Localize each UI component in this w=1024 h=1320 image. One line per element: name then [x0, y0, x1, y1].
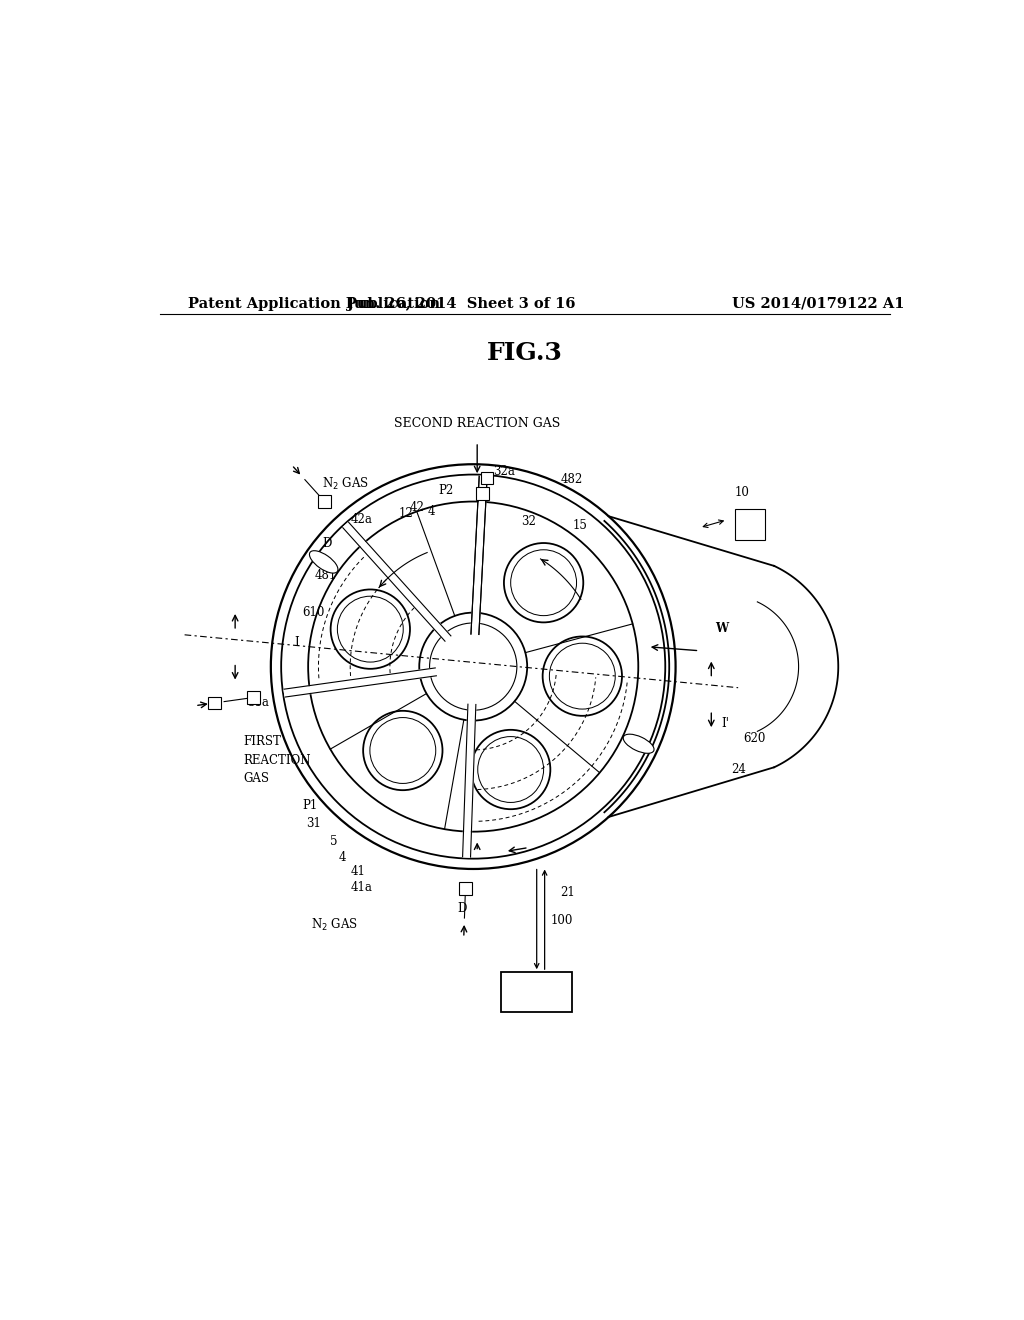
- Bar: [459, 882, 472, 895]
- Text: 610: 610: [303, 606, 325, 619]
- Bar: [208, 697, 221, 709]
- Text: 42: 42: [410, 502, 425, 515]
- Bar: [318, 495, 331, 508]
- Text: 4: 4: [338, 850, 346, 863]
- Text: 620: 620: [743, 731, 765, 744]
- Polygon shape: [284, 685, 310, 697]
- Text: 5: 5: [331, 834, 338, 847]
- Text: 481: 481: [314, 569, 337, 582]
- Ellipse shape: [624, 734, 654, 754]
- Text: FIG.3: FIG.3: [486, 341, 563, 366]
- Text: 41a: 41a: [350, 880, 372, 894]
- Text: N$_2$ GAS: N$_2$ GAS: [323, 477, 370, 492]
- Text: D: D: [323, 537, 332, 550]
- Bar: [476, 487, 488, 500]
- Polygon shape: [471, 502, 485, 635]
- Polygon shape: [343, 523, 366, 546]
- Text: P2: P2: [438, 484, 454, 496]
- Text: 31: 31: [306, 817, 322, 830]
- Text: 21: 21: [560, 886, 575, 899]
- Text: 32: 32: [521, 515, 536, 528]
- Text: 12: 12: [399, 507, 414, 520]
- Bar: [247, 692, 259, 704]
- Text: Jun. 26, 2014  Sheet 3 of 16: Jun. 26, 2014 Sheet 3 of 16: [347, 297, 575, 312]
- Polygon shape: [464, 704, 476, 832]
- Polygon shape: [359, 541, 451, 642]
- Ellipse shape: [309, 550, 338, 573]
- Text: 31a: 31a: [247, 696, 269, 709]
- Text: 15: 15: [572, 519, 588, 532]
- Text: 24: 24: [731, 763, 746, 776]
- Polygon shape: [478, 477, 487, 502]
- Text: D: D: [458, 902, 467, 915]
- Bar: [480, 471, 494, 484]
- Polygon shape: [309, 668, 436, 693]
- Text: UNIT: UNIT: [520, 994, 553, 1007]
- Text: US 2014/0179122 A1: US 2014/0179122 A1: [732, 297, 904, 312]
- Text: I: I: [295, 636, 299, 649]
- Bar: [735, 510, 765, 540]
- Polygon shape: [463, 832, 471, 857]
- Text: GAS: GAS: [243, 772, 269, 785]
- Text: W: W: [715, 622, 728, 635]
- Text: SECOND REACTION GAS: SECOND REACTION GAS: [394, 417, 560, 430]
- Text: 41: 41: [350, 865, 366, 878]
- Text: P1: P1: [303, 799, 317, 812]
- Text: 482: 482: [560, 473, 583, 486]
- Text: Patent Application Publication: Patent Application Publication: [187, 297, 439, 312]
- Bar: [501, 972, 572, 1012]
- Text: I': I': [722, 717, 729, 730]
- Text: 10: 10: [735, 486, 750, 499]
- Text: 4: 4: [428, 504, 435, 517]
- Text: 32a: 32a: [494, 465, 515, 478]
- Text: 42a: 42a: [350, 513, 372, 527]
- Text: FIRST: FIRST: [243, 735, 281, 748]
- Text: 100: 100: [551, 913, 573, 927]
- Text: CONTROL: CONTROL: [505, 978, 568, 991]
- Text: REACTION: REACTION: [243, 754, 310, 767]
- Text: N$_2$ GAS: N$_2$ GAS: [310, 916, 357, 932]
